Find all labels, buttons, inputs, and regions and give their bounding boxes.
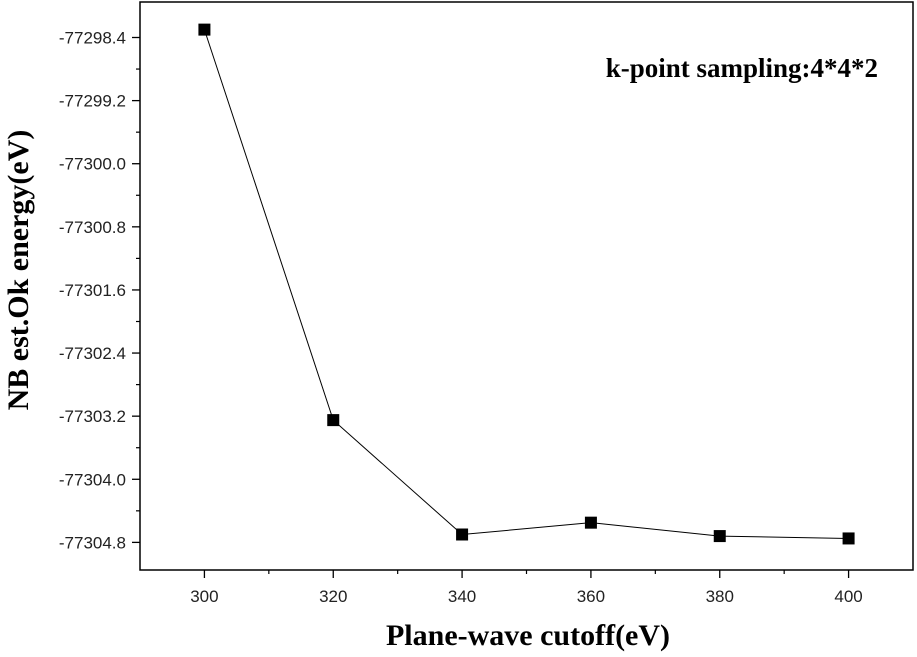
x-axis-title: Plane-wave cutoff(eV) — [386, 619, 670, 652]
x-tick-label: 400 — [834, 587, 862, 606]
data-point — [456, 528, 469, 541]
plot-border — [139, 1, 914, 571]
y-axis-title: NB est.Ok energy(eV) — [2, 130, 35, 411]
x-tick-label: 320 — [319, 587, 347, 606]
series-line — [203, 29, 849, 539]
y-tick-label: -77300.0 — [59, 155, 126, 174]
y-tick-label: -77300.8 — [59, 218, 126, 237]
annotation-kpoint: k-point sampling:4*4*2 — [606, 53, 878, 83]
data-point — [713, 530, 726, 543]
data-point — [584, 516, 597, 529]
y-axis: -77298.4 -77299.2 -77300.0 -77300.8 -77301.6… — [59, 29, 140, 552]
y-tick-label: -77302.4 — [59, 344, 126, 363]
x-tick-label: 380 — [706, 587, 734, 606]
y-tick-label: -77298.4 — [59, 29, 126, 48]
data-point — [198, 23, 211, 36]
y-tick-label: -77304.8 — [59, 533, 126, 552]
y-tick-label: -77299.2 — [59, 92, 126, 111]
y-tick-label: -77301.6 — [59, 281, 126, 300]
x-tick-label: 360 — [577, 587, 605, 606]
data-point — [327, 414, 340, 427]
y-tick-label: -77303.2 — [59, 407, 126, 426]
series-layer — [198, 23, 855, 545]
x-axis: 300 320 340 360 380 400 — [190, 570, 863, 606]
plot-frame — [139, 1, 914, 571]
x-tick-label: 300 — [190, 587, 218, 606]
data-point — [842, 532, 855, 545]
x-tick-label: 340 — [448, 587, 476, 606]
y-tick-label: -77304.0 — [59, 470, 126, 489]
